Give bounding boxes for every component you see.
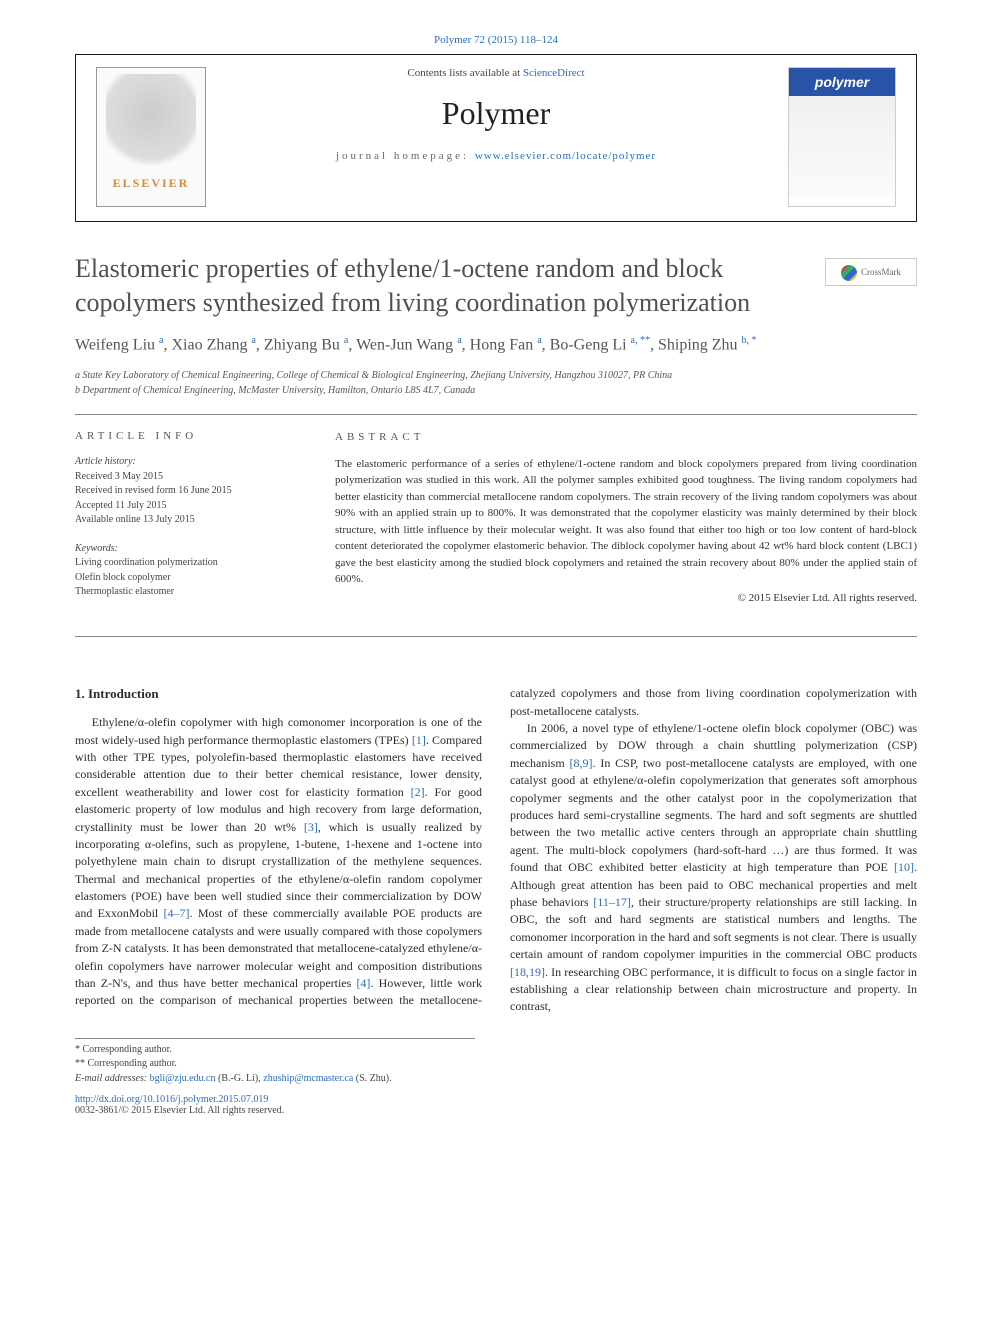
body-para-2: In 2006, a novel type of ethylene/1-octe… <box>510 720 917 1016</box>
doi-block: http://dx.doi.org/10.1016/j.polymer.2015… <box>75 1094 917 1116</box>
abstract-text: The elastomeric performance of a series … <box>335 456 917 588</box>
email-zhu[interactable]: zhuship@mcmaster.ca <box>263 1073 353 1084</box>
elsevier-logo: ELSEVIER <box>96 67 206 207</box>
journal-name: Polymer <box>226 95 766 132</box>
journal-cover-thumb: polymer <box>788 67 896 207</box>
footnotes: * Corresponding author. ** Corresponding… <box>75 1038 475 1087</box>
history-accepted: Accepted 11 July 2015 <box>75 499 291 514</box>
abstract-block: ABSTRACT The elastomeric performance of … <box>335 415 917 620</box>
ref-4-7[interactable]: [4–7] <box>164 906 190 920</box>
ref-18-19[interactable]: [18,19] <box>510 965 545 979</box>
divider-bottom <box>75 636 917 637</box>
homepage-line: journal homepage: www.elsevier.com/locat… <box>226 150 766 162</box>
history-online: Available online 13 July 2015 <box>75 513 291 528</box>
ref-10[interactable]: [10] <box>894 860 914 874</box>
affiliation-b: b Department of Chemical Engineering, Mc… <box>75 383 917 398</box>
ref-11-17[interactable]: [11–17] <box>593 895 631 909</box>
publisher-name: ELSEVIER <box>97 176 205 191</box>
ref-1[interactable]: [1] <box>412 733 426 747</box>
elsevier-tree-icon <box>106 74 196 174</box>
keywords-label: Keywords: <box>75 542 291 557</box>
citation-link[interactable]: Polymer 72 (2015) 118–124 <box>434 34 558 46</box>
article-info-label: ARTICLE INFO <box>75 429 291 445</box>
ref-2[interactable]: [2] <box>411 785 425 799</box>
corresponding-2: ** Corresponding author. <box>75 1057 475 1072</box>
crossmark-badge[interactable]: CrossMark <box>825 258 917 286</box>
history-revised: Received in revised form 16 June 2015 <box>75 484 291 499</box>
cover-body-art <box>789 96 895 196</box>
keyword-3: Thermoplastic elastomer <box>75 585 291 600</box>
running-citation: Polymer 72 (2015) 118–124 <box>0 0 992 54</box>
section-heading-intro: 1. Introduction <box>75 685 482 704</box>
abstract-copyright: © 2015 Elsevier Ltd. All rights reserved… <box>335 590 917 607</box>
cover-title: polymer <box>789 68 895 96</box>
body-text: 1. Introduction Ethylene/α-olefin copoly… <box>75 685 917 1015</box>
ref-3[interactable]: [3] <box>304 820 318 834</box>
author-list: Weifeng Liu a, Xiao Zhang a, Zhiyang Bu … <box>75 334 917 357</box>
article-info-block: ARTICLE INFO Article history: Received 3… <box>75 415 305 620</box>
homepage-link[interactable]: www.elsevier.com/locate/polymer <box>475 150 656 162</box>
abstract-label: ABSTRACT <box>335 429 917 446</box>
email-line: E-mail addresses: bgli@zju.edu.cn (B.-G.… <box>75 1072 475 1087</box>
keyword-1: Living coordination polymerization <box>75 556 291 571</box>
corresponding-1: * Corresponding author. <box>75 1043 475 1058</box>
ref-8-9[interactable]: [8,9] <box>570 756 593 770</box>
sciencedirect-link[interactable]: ScienceDirect <box>523 67 585 79</box>
history-received: Received 3 May 2015 <box>75 470 291 485</box>
affiliation-a: a State Key Laboratory of Chemical Engin… <box>75 368 917 383</box>
affiliations: a State Key Laboratory of Chemical Engin… <box>75 368 917 398</box>
journal-header-box: ELSEVIER polymer Contents lists availabl… <box>75 54 917 222</box>
article-title: Elastomeric properties of ethylene/1-oct… <box>75 252 795 320</box>
email-li[interactable]: bgli@zju.edu.cn <box>150 1073 216 1084</box>
history-label: Article history: <box>75 455 291 470</box>
ref-4[interactable]: [4] <box>356 976 370 990</box>
keyword-2: Olefin block copolymer <box>75 571 291 586</box>
contents-line: Contents lists available at ScienceDirec… <box>226 67 766 79</box>
issn-copyright: 0032-3861/© 2015 Elsevier Ltd. All right… <box>75 1105 284 1116</box>
doi-link[interactable]: http://dx.doi.org/10.1016/j.polymer.2015… <box>75 1094 268 1105</box>
